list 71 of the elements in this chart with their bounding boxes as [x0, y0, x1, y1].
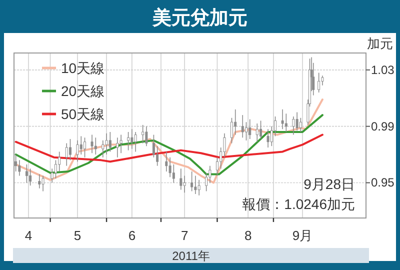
- candlestick: [68, 138, 72, 161]
- candlestick: [241, 114, 244, 138]
- candlestick: [260, 120, 262, 140]
- candlestick: [108, 132, 112, 152]
- candlestick: [38, 174, 41, 189]
- candlestick: [25, 164, 28, 184]
- candlestick: [223, 132, 226, 158]
- candlestick: [266, 128, 270, 148]
- legend-label: 50天線: [61, 106, 105, 122]
- candlestick: [284, 113, 288, 132]
- legend-label: 10天線: [61, 60, 105, 76]
- candlestick: [296, 112, 298, 131]
- candlestick: [198, 180, 200, 196]
- candlestick: [29, 168, 32, 186]
- candlestick: [208, 165, 212, 184]
- candlestick: [248, 118, 252, 140]
- x-tick-label: 8: [244, 228, 252, 243]
- candlestick: [18, 160, 21, 176]
- candlestick: [230, 117, 233, 144]
- annotation: 9月28日: [304, 176, 355, 192]
- candlestick: [50, 168, 54, 184]
- candlestick: [299, 117, 302, 132]
- candlestick: [318, 72, 320, 93]
- candlestick: [14, 154, 18, 172]
- candlestick: [127, 132, 130, 151]
- candlestick: [156, 146, 159, 166]
- candlestick: [256, 123, 258, 142]
- candlestick: [292, 116, 295, 136]
- x-tick-label: 6: [128, 228, 136, 243]
- candlestick: [76, 140, 79, 162]
- candlestick: [180, 168, 182, 190]
- candlestick: [194, 175, 197, 194]
- x-tick-label: 5: [74, 228, 82, 243]
- candlestick: [105, 132, 108, 155]
- candlestick: [165, 151, 168, 172]
- candlestick: [172, 164, 175, 184]
- candlestick: [65, 142, 68, 166]
- candlestick: [205, 172, 208, 192]
- candlestick: [244, 122, 248, 141]
- x-tick-label: 9月: [292, 228, 313, 243]
- candlestick: [145, 126, 148, 146]
- y-axis-title: 加元: [367, 36, 393, 51]
- line-series: [14, 134, 324, 163]
- chart-title: 美元兌加元: [152, 7, 248, 29]
- candlestick: [321, 75, 324, 86]
- legend-label: 20天線: [61, 83, 105, 99]
- y-tick-label: 0.95: [371, 176, 395, 190]
- annotation: 報價：1.0246加元: [242, 196, 355, 212]
- y-tick-label: 1.03: [371, 62, 395, 77]
- candlestick: [102, 140, 104, 158]
- candlestick: [130, 128, 134, 150]
- candlestick: [42, 175, 44, 192]
- candlestick: [134, 132, 137, 152]
- y-tick-label: 0.99: [371, 119, 395, 134]
- x-axis-title: 2011年: [172, 249, 210, 263]
- candlestick: [84, 137, 86, 158]
- candlestick: [142, 124, 144, 144]
- candlestick: [281, 109, 284, 130]
- candlestick: [120, 134, 122, 154]
- candlestick: [183, 175, 186, 194]
- candlestick: [90, 134, 94, 154]
- candlestick: [190, 171, 194, 192]
- candlestick: [80, 136, 82, 155]
- candlestick: [152, 134, 155, 158]
- x-tick-label: 7: [180, 228, 188, 243]
- candlestick: [58, 151, 61, 172]
- candlestick: [234, 109, 237, 136]
- candlestick: [94, 137, 97, 155]
- x-tick-label: 4: [24, 228, 32, 243]
- candlestick: [116, 137, 119, 158]
- candlestick: [54, 160, 57, 179]
